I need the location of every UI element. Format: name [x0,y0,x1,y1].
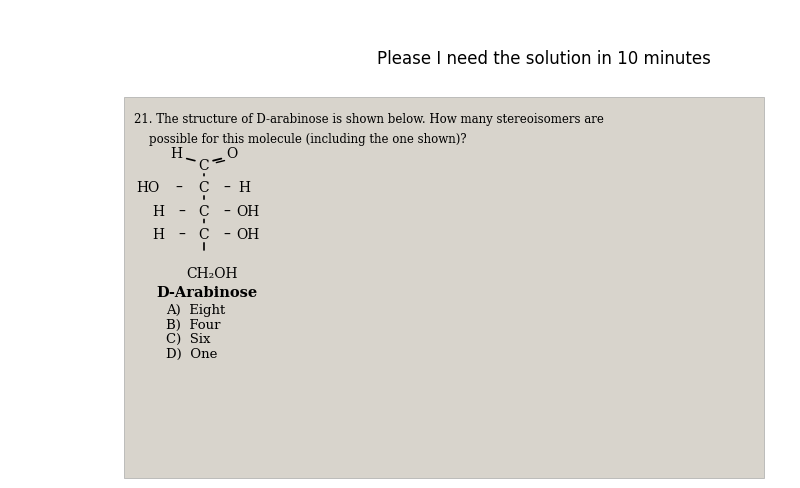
Text: O: O [226,147,238,161]
FancyBboxPatch shape [124,98,764,478]
Text: D-Arabinose: D-Arabinose [156,286,258,300]
Text: possible for this molecule (including the one shown)?: possible for this molecule (including th… [134,133,467,145]
Text: HO: HO [137,181,160,195]
Text: C: C [198,181,210,195]
Text: H: H [152,228,164,242]
Text: Please I need the solution in 10 minutes: Please I need the solution in 10 minutes [377,50,711,67]
Text: CH₂OH: CH₂OH [186,266,238,280]
Text: –: – [178,204,185,218]
Text: OH: OH [236,228,260,242]
Text: H: H [238,181,250,195]
Text: C: C [198,159,210,173]
Text: –: – [223,228,230,242]
Text: –: – [223,204,230,218]
Text: –: – [223,181,230,195]
Text: H: H [170,147,182,161]
Text: H: H [152,204,164,218]
Text: –: – [175,181,182,195]
Text: C: C [198,228,210,242]
Text: A)  Eight: A) Eight [166,304,225,316]
Text: D)  One: D) One [166,347,217,360]
Text: –: – [178,228,185,242]
Text: C: C [198,204,210,218]
Text: C)  Six: C) Six [166,333,210,346]
Text: 21. The structure of D-arabinose is shown below. How many stereoisomers are: 21. The structure of D-arabinose is show… [134,113,604,126]
Text: B)  Four: B) Four [166,318,220,331]
Text: OH: OH [236,204,260,218]
